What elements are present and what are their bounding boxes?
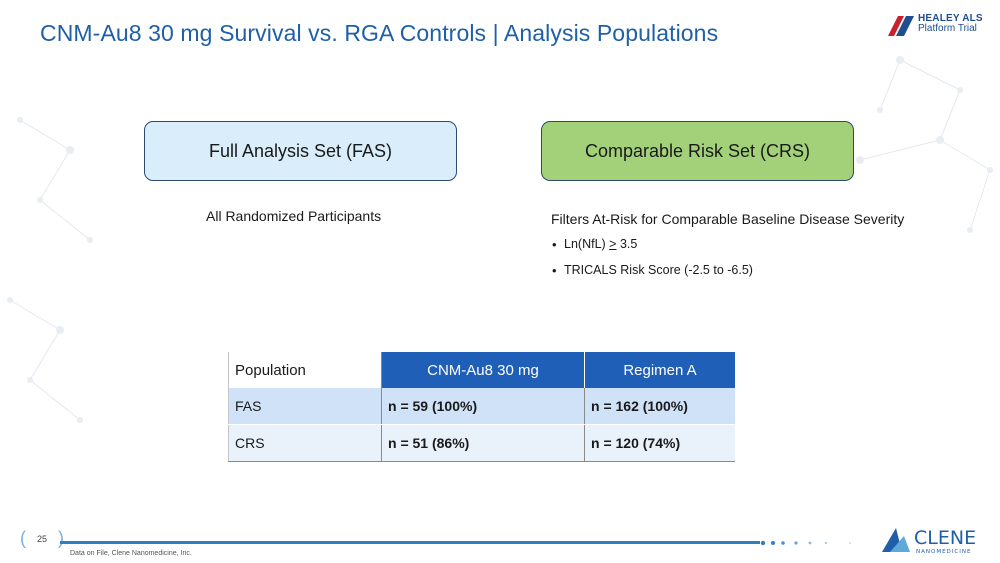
tricals-text: TRICALS Risk Score (-2.5 to -6.5) <box>564 263 753 277</box>
row-crs-regimen: n = 120 (74%) <box>584 424 735 462</box>
ge-symbol: > <box>609 237 617 251</box>
row-crs-cnm: n = 51 (86%) <box>381 424 585 462</box>
row-fas-cnm: n = 59 (100%) <box>381 388 585 425</box>
clene-logo-icon: CLENE NANOMEDICINE <box>882 527 976 555</box>
footer-divider <box>60 541 760 544</box>
header-population: Population <box>228 352 382 388</box>
footer-dots-decoration <box>760 540 851 546</box>
crs-description: Filters At-Risk for Comparable Baseline … <box>551 211 905 227</box>
fas-description: All Randomized Participants <box>206 208 382 224</box>
table-header-row: Population CNM-Au8 30 mg Regimen A <box>228 352 735 388</box>
header-cnm-au8: CNM-Au8 30 mg <box>381 352 585 388</box>
crs-box: Comparable Risk Set (CRS) <box>541 121 854 181</box>
row-fas-regimen: n = 162 (100%) <box>584 388 735 425</box>
bracket-left-icon: ( <box>20 528 26 548</box>
footnote: Data on File, Clene Nanomedicine, Inc. <box>70 550 192 557</box>
page-number-value: 25 <box>37 534 48 544</box>
clene-tagline: NANOMEDICINE <box>916 549 971 555</box>
table-row: FAS n = 59 (100%) n = 162 (100%) <box>228 388 735 425</box>
table-row: CRS n = 51 (86%) n = 120 (74%) <box>228 424 735 462</box>
nfl-suffix: 3.5 <box>616 237 638 251</box>
bullet-icon: • <box>552 263 557 278</box>
fas-box: Full Analysis Set (FAS) <box>144 121 457 181</box>
crs-box-label: Comparable Risk Set (CRS) <box>584 140 811 161</box>
crs-criterion-tricals: • TRICALS Risk Score (-2.5 to -6.5) <box>552 263 753 289</box>
healey-als-logo-icon <box>888 16 914 36</box>
crs-criterion-nfl: • Ln(NfL) > 3.5 <box>552 237 753 263</box>
row-crs-label: CRS <box>228 424 382 462</box>
row-fas-label: FAS <box>228 388 382 425</box>
bracket-right-icon: ) <box>58 528 64 548</box>
healey-logo-line1: HEALEY ALS <box>918 13 983 24</box>
clene-name: CLENE <box>914 527 976 549</box>
nfl-prefix: Ln(NfL) <box>564 237 610 251</box>
fas-box-label: Full Analysis Set (FAS) <box>208 140 393 161</box>
page-title: CNM-Au8 30 mg Survival vs. RGA Controls … <box>40 20 719 46</box>
healey-logo-text: HEALEY ALS Platform Trial <box>918 14 983 34</box>
healey-logo-line2: Platform Trial <box>918 23 977 34</box>
crs-criteria-list: • Ln(NfL) > 3.5 • TRICALS Risk Score (-2… <box>552 237 753 289</box>
population-table: Population CNM-Au8 30 mg Regimen A FAS n… <box>228 352 735 462</box>
header-regimen-a: Regimen A <box>584 352 735 388</box>
bullet-icon: • <box>552 237 557 252</box>
